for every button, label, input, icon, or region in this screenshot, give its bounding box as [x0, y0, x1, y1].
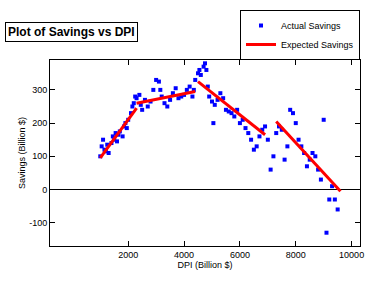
- svg-text:10000: 10000: [339, 250, 364, 260]
- svg-text:-100: -100: [29, 218, 47, 228]
- svg-text:Plot of Savings vs DPI: Plot of Savings vs DPI: [8, 25, 135, 39]
- svg-text:2000: 2000: [118, 250, 138, 260]
- svg-text:300: 300: [32, 85, 47, 95]
- svg-text:4000: 4000: [174, 250, 194, 260]
- svg-text:0: 0: [42, 185, 47, 195]
- svg-text:6000: 6000: [230, 250, 250, 260]
- svg-text:Actual Savings: Actual Savings: [281, 21, 341, 31]
- svg-text:100: 100: [32, 151, 47, 161]
- svg-text:DPI (Billion $): DPI (Billion $): [177, 260, 232, 270]
- svg-text:Savings (Billion $): Savings (Billion $): [17, 117, 27, 189]
- svg-text:8000: 8000: [286, 250, 306, 260]
- svg-text:Expected Savings: Expected Savings: [281, 40, 354, 50]
- svg-text:200: 200: [32, 118, 47, 128]
